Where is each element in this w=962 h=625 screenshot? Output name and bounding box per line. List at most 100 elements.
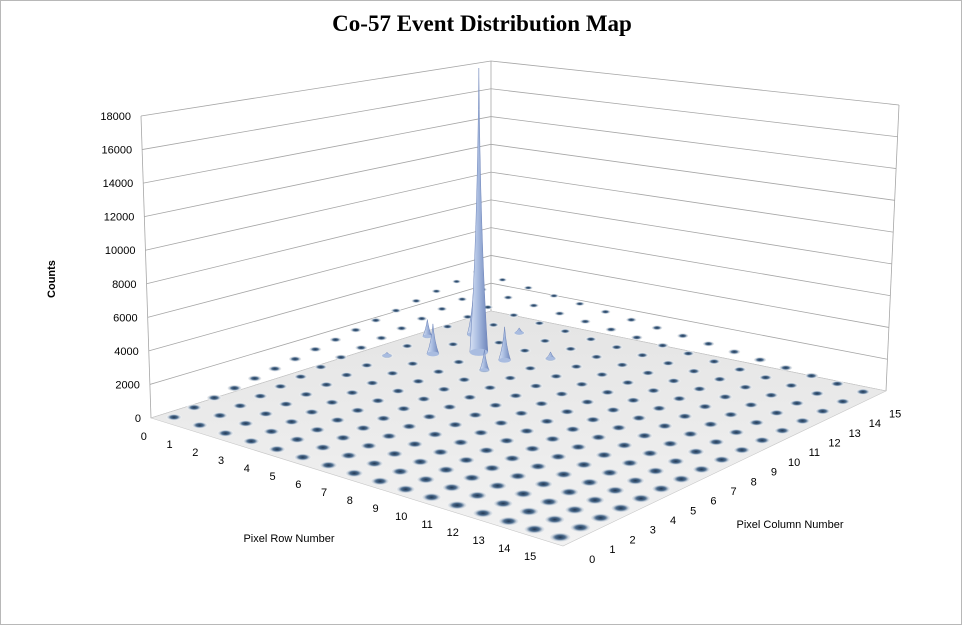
grid-dot bbox=[835, 398, 851, 405]
grid-dot bbox=[605, 406, 621, 414]
grid-dot bbox=[713, 376, 727, 383]
peak bbox=[422, 319, 433, 337]
grid-dot bbox=[508, 392, 523, 399]
chart-ticks: 0200040006000800010000120001400016000180… bbox=[100, 111, 901, 566]
grid-dot bbox=[559, 408, 575, 416]
row-tick-label: 0 bbox=[141, 431, 147, 443]
grid-dot bbox=[626, 476, 645, 485]
grid-dot bbox=[508, 313, 519, 318]
col-tick-label: 1 bbox=[609, 544, 615, 556]
grid-dot bbox=[345, 389, 360, 396]
grid-dot bbox=[590, 433, 607, 441]
grid-dot bbox=[549, 532, 571, 542]
grid-dot bbox=[574, 381, 589, 388]
grid-dot bbox=[426, 430, 444, 438]
grid-dot bbox=[605, 327, 617, 332]
col-tick-label: 12 bbox=[828, 438, 840, 450]
grid-dot bbox=[518, 427, 535, 435]
peak-base bbox=[546, 356, 556, 361]
grid-dot bbox=[391, 387, 406, 395]
grid-dot bbox=[370, 477, 390, 486]
grid-dot bbox=[631, 335, 643, 340]
grid-dot bbox=[242, 437, 260, 445]
peak bbox=[479, 349, 490, 371]
grid-dot bbox=[539, 417, 555, 425]
z-gridline bbox=[144, 143, 895, 218]
grid-dot bbox=[605, 486, 625, 495]
z-tick-label: 12000 bbox=[104, 212, 135, 224]
peak-base bbox=[382, 353, 392, 358]
grid-dot bbox=[707, 358, 721, 365]
grid-dot bbox=[534, 480, 553, 489]
grid-dot bbox=[539, 497, 559, 507]
floor-surface bbox=[149, 310, 887, 547]
grid-dot bbox=[370, 318, 381, 323]
grid-dot bbox=[554, 390, 569, 398]
col-tick-label: 3 bbox=[650, 525, 656, 537]
wall-edge-right bbox=[885, 104, 900, 392]
grid-dot bbox=[380, 432, 398, 440]
grid-dot bbox=[334, 354, 348, 360]
grid-dot bbox=[391, 308, 401, 313]
grid-dot bbox=[523, 285, 533, 290]
grid-dot bbox=[396, 485, 416, 494]
grid-dot bbox=[416, 475, 436, 484]
grid-dot bbox=[631, 414, 647, 422]
grid-dot bbox=[743, 401, 759, 409]
grid-dot bbox=[585, 495, 605, 505]
grid-dot bbox=[636, 352, 649, 358]
z-axis-label: Counts bbox=[46, 260, 58, 298]
z-gridline bbox=[140, 60, 900, 117]
grid-dot bbox=[288, 356, 302, 362]
grid-dot bbox=[753, 357, 767, 363]
grid-dot bbox=[534, 400, 549, 407]
col-tick-label: 7 bbox=[731, 486, 737, 498]
grid-dot bbox=[682, 350, 695, 357]
grid-dot bbox=[437, 465, 456, 474]
grid-dot bbox=[712, 455, 731, 464]
grid-dot bbox=[513, 489, 533, 498]
grid-dot bbox=[431, 289, 441, 294]
grid-dot bbox=[365, 459, 384, 468]
grid-dot bbox=[447, 421, 464, 429]
grid-dot bbox=[733, 446, 751, 454]
grid-dot bbox=[651, 325, 663, 331]
grid-dot bbox=[687, 447, 705, 456]
grid-dot bbox=[227, 385, 242, 392]
col-tick-label: 9 bbox=[771, 467, 777, 479]
row-tick-label: 2 bbox=[192, 447, 198, 459]
grid-dot bbox=[651, 484, 671, 493]
grid-dot bbox=[212, 412, 228, 419]
grid-dot bbox=[472, 429, 489, 437]
grid-dot bbox=[692, 385, 707, 392]
grid-dot bbox=[483, 384, 497, 391]
grid-dot bbox=[682, 430, 699, 438]
grid-dot bbox=[855, 388, 871, 395]
wall-edge-left bbox=[140, 115, 152, 419]
col-tick-label: 2 bbox=[630, 534, 636, 546]
col-tick-label: 4 bbox=[670, 515, 676, 527]
grid-dot bbox=[431, 448, 450, 456]
grid-dot bbox=[728, 428, 745, 436]
grid-dot bbox=[523, 445, 541, 453]
grid-dot bbox=[753, 436, 771, 444]
z-gridline bbox=[145, 171, 894, 251]
grid-dot bbox=[452, 438, 470, 447]
grid-dot bbox=[804, 372, 819, 379]
grid-dot bbox=[483, 464, 501, 472]
row-tick-label: 4 bbox=[244, 463, 250, 475]
grid-dot bbox=[677, 412, 693, 420]
z-tick-label: 18000 bbox=[100, 111, 131, 123]
grid-dot bbox=[452, 359, 466, 365]
peak-base bbox=[422, 334, 432, 339]
grid-dot bbox=[600, 468, 619, 477]
grid-dot bbox=[411, 378, 426, 385]
grid-dot bbox=[345, 469, 364, 478]
grid-dot bbox=[621, 379, 635, 386]
grid-dot bbox=[610, 424, 627, 432]
grid-dot bbox=[401, 343, 414, 349]
grid-dot bbox=[549, 293, 559, 298]
col-tick-label: 5 bbox=[690, 505, 696, 517]
